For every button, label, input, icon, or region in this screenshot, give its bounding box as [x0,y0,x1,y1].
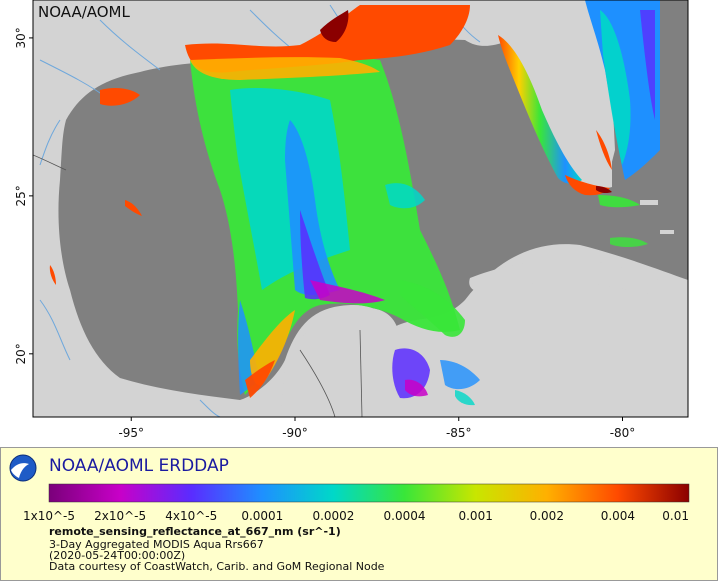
colorbar-labels: 1x10^-5 2x10^-5 4x10^-5 0.0001 0.0002 0.0004 0… [23,509,689,523]
reflectance-swath-central [190,54,465,398]
x-axis: -95° -90° -85° -80° [118,417,635,440]
variable-name: remote_sensing_reflectance_at_667_nm (sr… [49,525,341,538]
legend-panel: NOAA/AOML ERDDAP 1x10^-5 2x10^-5 4x10^-5 0.… [0,447,718,581]
yucatan-land [280,307,400,417]
dataset-time: (2020-05-24T00:00:00Z) [49,549,186,562]
colorbar-tick-label: 0.001 [458,509,492,523]
legend-title: NOAA/AOML ERDDAP [49,456,229,476]
y-axis: 30° 25° 20° [14,27,33,364]
x-tick-label: -95° [118,426,144,440]
y-tick-label: 25° [14,185,28,206]
colorbar-tick-label: 0.0004 [384,509,426,523]
colorbar-tick-label: 0.0002 [312,509,354,523]
x-tick-label: -85° [446,426,472,440]
colorbar-gradient [48,483,690,503]
cuba-land [469,259,688,300]
reflectance-swath-florida [498,35,640,208]
borders [33,154,363,417]
colorbar-tick-label: 0.0001 [241,509,283,523]
y-tick-label: 20° [14,343,28,364]
x-tick-label: -80° [610,426,636,440]
island [640,200,658,205]
data-credit: Data courtesy of CoastWatch, Carib. and … [49,560,385,573]
dataset-title: 3-Day Aggregated MODIS Aqua Rrs667 [49,538,264,551]
colorbar-tick-label: 0.004 [601,509,635,523]
florida-land [505,30,615,190]
island [660,230,674,234]
colorbar-tick-label: 1x10^-5 [23,509,75,523]
noaa-logo-icon [9,454,37,482]
colorbar-tick-label: 0.01 [662,509,689,523]
map-canvas: NOAA/AOML -95° -90° -85° -80° 30° 25° 20° [14,0,689,440]
map-panel: NOAA/AOML -95° -90° -85° -80° 30° 25° 20° [14,0,689,440]
colorbar-tick-label: 0.002 [530,509,564,523]
map-watermark: NOAA/AOML [38,3,131,21]
plot-border [32,0,689,418]
x-tick-label: -90° [282,426,308,440]
y-tick-label: 30° [14,27,28,48]
colorbar: 1x10^-5 2x10^-5 4x10^-5 0.0001 0.0002 0.0004 0… [23,483,690,523]
reflectance-swath-north-coast [49,5,470,285]
colorbar-tick-label: 4x10^-5 [165,509,217,523]
reflectance-swath-atlantic [585,0,660,180]
reflectance-swath-caribbean [392,237,648,406]
colorbar-tick-label: 2x10^-5 [94,509,146,523]
